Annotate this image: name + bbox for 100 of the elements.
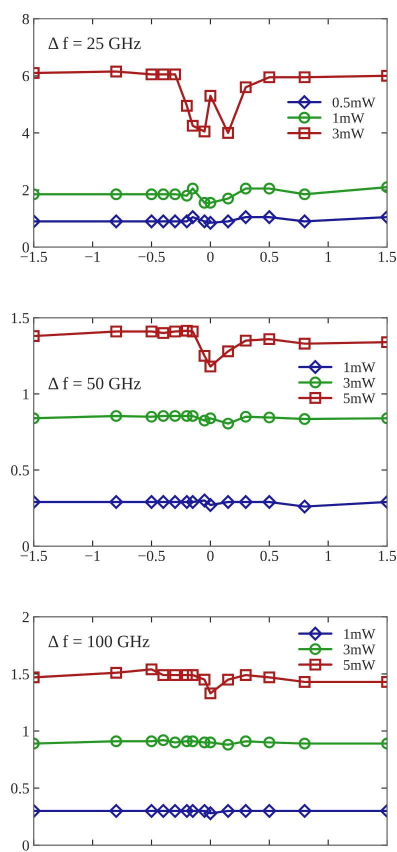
point	[180, 495, 194, 509]
point	[238, 804, 253, 818]
point	[240, 669, 252, 681]
y-tick-label: 0	[22, 541, 29, 552]
point	[157, 734, 170, 746]
point	[110, 410, 122, 422]
point	[298, 188, 311, 200]
point	[298, 804, 312, 818]
annotation: Δ f = 100 GHz	[48, 634, 150, 648]
point	[169, 410, 181, 422]
point	[146, 735, 158, 748]
point	[186, 669, 199, 681]
x-tick-label: 0	[207, 550, 214, 562]
point	[263, 736, 276, 748]
point	[110, 666, 122, 679]
x-tick-label: 0.5	[260, 252, 278, 262]
point	[204, 196, 216, 209]
point	[263, 412, 276, 424]
point	[240, 410, 252, 423]
x-tick-label: −1	[85, 550, 100, 561]
y-tick-label: 6	[22, 71, 30, 82]
point	[222, 192, 234, 204]
legend-label: 1mW	[344, 362, 376, 372]
point	[263, 333, 276, 346]
point	[263, 671, 276, 684]
point	[204, 687, 216, 700]
point	[298, 71, 311, 84]
point	[156, 495, 170, 509]
point	[222, 127, 234, 139]
x-tick-label: −1	[85, 252, 100, 262]
point	[198, 214, 212, 228]
x-tick-label: −1.5	[20, 252, 48, 262]
point	[186, 326, 199, 338]
y-tick-label: 2	[22, 612, 29, 622]
point	[110, 735, 122, 748]
point	[221, 214, 236, 228]
x-tick-label: −0.5	[138, 252, 165, 262]
point	[222, 345, 234, 358]
point	[186, 735, 199, 748]
point	[146, 663, 158, 676]
point	[180, 100, 193, 112]
x-tick-label: 0	[207, 252, 214, 262]
point	[169, 188, 181, 200]
point	[186, 804, 200, 818]
point	[180, 324, 193, 337]
point	[222, 418, 234, 430]
y-tick-label: 0.5	[11, 465, 29, 476]
point	[198, 494, 212, 508]
point	[222, 738, 234, 751]
point	[198, 196, 210, 209]
point	[240, 81, 252, 94]
point	[157, 68, 170, 80]
point	[169, 736, 181, 748]
x-tick-label: 0.5	[260, 550, 278, 562]
point	[204, 736, 216, 748]
point	[298, 214, 312, 228]
point	[204, 360, 216, 372]
point	[110, 188, 122, 200]
point	[263, 71, 276, 84]
point	[157, 669, 170, 681]
point	[168, 804, 182, 818]
point	[262, 210, 276, 224]
legend-label: 3mW	[344, 378, 376, 388]
point	[144, 214, 158, 228]
point	[180, 410, 193, 422]
point	[180, 669, 193, 681]
point	[157, 327, 170, 339]
point	[298, 738, 311, 750]
point	[198, 414, 210, 426]
point	[180, 804, 194, 818]
point	[146, 188, 158, 200]
point	[240, 735, 252, 748]
point	[204, 90, 216, 102]
point	[146, 326, 158, 338]
point	[238, 495, 253, 509]
legend-label: 0.5mW	[332, 98, 376, 108]
point	[109, 495, 124, 509]
point	[144, 804, 158, 818]
y-tick-label: 0	[22, 840, 29, 851]
y-tick-label: 1	[23, 389, 29, 400]
point	[180, 190, 193, 202]
point	[146, 68, 158, 80]
point	[169, 68, 181, 80]
point	[180, 735, 193, 748]
point	[109, 214, 124, 228]
x-tick-label: 1.5	[378, 550, 396, 562]
y-tick-label: 4	[22, 128, 30, 138]
point	[198, 804, 212, 818]
point	[198, 350, 210, 362]
legend-label: 5mW	[344, 660, 376, 670]
point	[144, 495, 158, 509]
y-tick-label: 0.5	[11, 783, 29, 794]
point	[198, 674, 210, 686]
legend-label: 1mW	[333, 113, 364, 123]
point	[186, 182, 199, 194]
point	[298, 676, 311, 688]
point	[298, 338, 311, 350]
annotation: Δ f = 25 GHz	[48, 36, 141, 50]
point	[222, 674, 234, 686]
point	[198, 126, 210, 138]
